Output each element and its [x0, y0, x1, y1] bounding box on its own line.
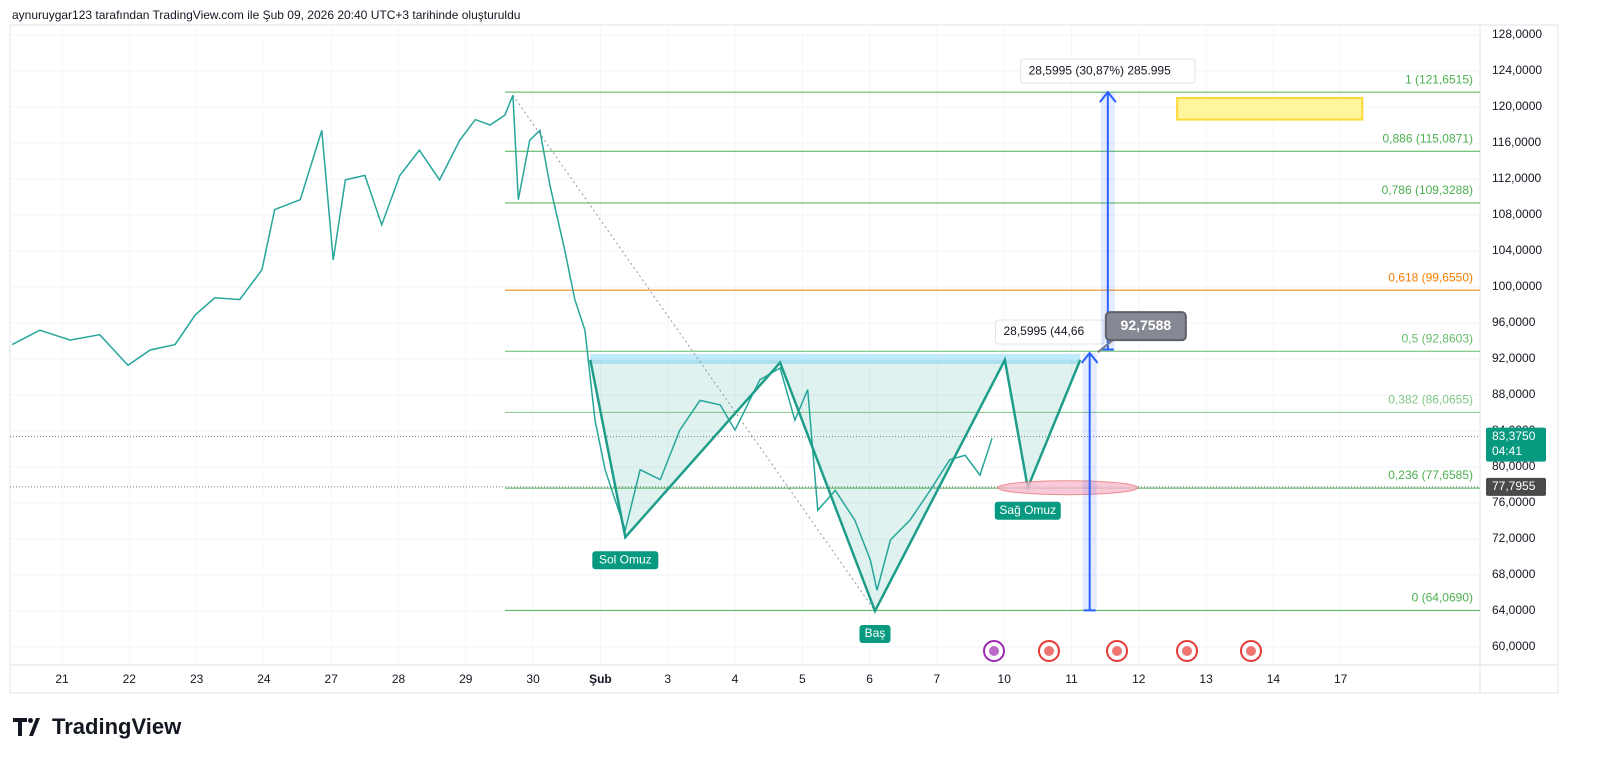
x-tick-label: Şub [589, 672, 612, 686]
price-tag-label: 77,7955 [1492, 479, 1536, 493]
pattern-label: Sol Omuz [599, 552, 652, 566]
price-tag [1486, 477, 1546, 496]
measure-label-box [994, 319, 1105, 345]
x-tick-label: 4 [732, 672, 739, 686]
logo-text: TradingView [52, 714, 182, 739]
pattern-label: Baş [865, 626, 886, 640]
event-icon-inner [1182, 646, 1192, 656]
y-tick-label: 64,0000 [1492, 603, 1536, 617]
target-zone [1176, 96, 1364, 121]
measure-label: 28,5995 (44,66 [1003, 324, 1084, 338]
x-tick-label: 22 [123, 672, 137, 686]
event-icon-inner [989, 646, 999, 656]
diagonal-trend [512, 95, 876, 612]
x-tick-label: 28 [392, 672, 406, 686]
x-tick-label: 17 [1334, 672, 1348, 686]
header: aynuruygar123 tarafından TradingView.com… [12, 8, 520, 22]
x-tick-label: 27 [325, 672, 339, 686]
price-tag-countdown: 04:41 [1492, 444, 1522, 458]
y-tick-label: 68,0000 [1492, 567, 1536, 581]
fib-label: 0,5 (92,8603) [1402, 331, 1473, 345]
pattern-label-box [994, 501, 1061, 520]
y-tick-label: 88,0000 [1492, 387, 1536, 401]
y-tick-label: 128,0000 [1492, 27, 1542, 41]
x-tick-label: 14 [1267, 672, 1281, 686]
x-tick-label: 29 [459, 672, 473, 686]
y-tick-label: 72,0000 [1492, 531, 1536, 545]
arrow-head [1080, 351, 1099, 364]
fib-label: 0,886 (115,0871) [1382, 131, 1473, 145]
callout-pointer [1097, 339, 1114, 353]
arrow-head [1099, 90, 1117, 103]
measure-label: 28,5995 (30,87%) 285.995 [1029, 63, 1171, 77]
price-tag [1486, 427, 1546, 462]
fib-label: 0,382 (86,0655) [1388, 393, 1473, 407]
measure-label-box [1020, 58, 1196, 84]
event-icon-inner [1044, 646, 1054, 656]
x-tick-label: 23 [190, 672, 204, 686]
y-tick-label: 60,0000 [1492, 639, 1536, 653]
shoulder-ellipse [997, 480, 1139, 496]
pattern-shade [590, 359, 1081, 611]
y-tick-label: 120,0000 [1492, 99, 1542, 113]
x-tick-label: 11 [1065, 672, 1078, 686]
logo: TradingView [13, 714, 182, 739]
callout-box [1104, 311, 1187, 342]
y-tick-label: 100,0000 [1492, 279, 1542, 293]
pattern-label-box [859, 624, 891, 643]
y-tick-label: 80,0000 [1492, 459, 1536, 473]
y-tick-label: 116,0000 [1492, 135, 1541, 149]
x-tick-label: 3 [664, 672, 671, 686]
fib-label: 1 (121,6515) [1405, 72, 1473, 86]
neckline-band [590, 353, 1081, 364]
fib-label: 0 (64,0690) [1412, 591, 1473, 605]
pattern-label-box [592, 551, 659, 570]
price-tag-label: 83,3750 [1492, 429, 1536, 443]
pattern-label: Sağ Omuz [999, 503, 1056, 517]
fib-label: 0,618 (99,6550) [1388, 270, 1473, 284]
logo-icon [13, 718, 40, 736]
x-tick-label: 21 [55, 672, 69, 686]
callout-label: 92,7588 [1121, 317, 1172, 333]
x-tick-label: 24 [257, 672, 271, 686]
x-tick-label: 7 [934, 672, 941, 686]
x-tick-label: 12 [1132, 672, 1146, 686]
y-tick-label: 96,0000 [1492, 315, 1536, 329]
y-tick-label: 112,0000 [1492, 171, 1541, 185]
y-tick-label: 124,0000 [1492, 63, 1542, 77]
x-tick-label: 30 [526, 672, 540, 686]
y-tick-label: 104,0000 [1492, 243, 1542, 257]
event-icon-inner [1246, 646, 1256, 656]
fib-label: 0,786 (109,3288) [1382, 183, 1473, 197]
logo-dot [28, 718, 33, 723]
x-tick-label: 13 [1199, 672, 1213, 686]
y-tick-label: 108,0000 [1492, 207, 1542, 221]
x-tick-label: 10 [998, 672, 1012, 686]
x-tick-label: 6 [866, 672, 873, 686]
x-tick-label: 5 [799, 672, 806, 686]
price-line-series [11, 95, 993, 591]
y-tick-label: 76,0000 [1492, 495, 1536, 509]
fib-label: 0,236 (77,6585) [1388, 468, 1473, 482]
event-icon-inner [1112, 646, 1122, 656]
y-tick-label: 92,0000 [1492, 351, 1536, 365]
